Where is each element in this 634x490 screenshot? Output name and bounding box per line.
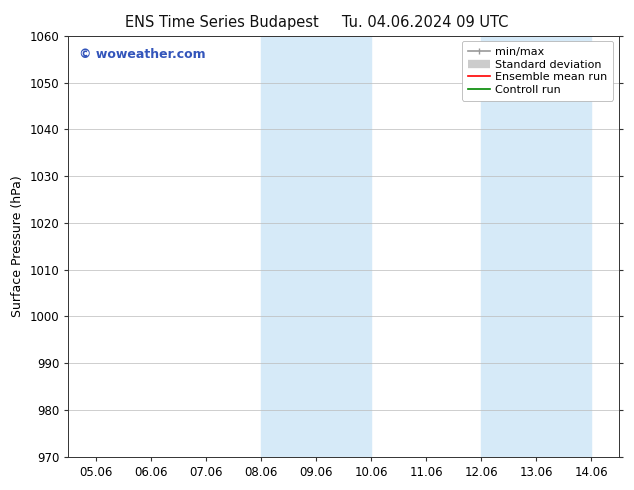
Text: ENS Time Series Budapest     Tu. 04.06.2024 09 UTC: ENS Time Series Budapest Tu. 04.06.2024 … <box>126 15 508 30</box>
Bar <box>261 36 371 457</box>
Legend: min/max, Standard deviation, Ensemble mean run, Controll run: min/max, Standard deviation, Ensemble me… <box>462 41 613 101</box>
Y-axis label: Surface Pressure (hPa): Surface Pressure (hPa) <box>11 175 24 317</box>
Text: © woweather.com: © woweather.com <box>79 49 206 61</box>
Bar <box>481 36 592 457</box>
